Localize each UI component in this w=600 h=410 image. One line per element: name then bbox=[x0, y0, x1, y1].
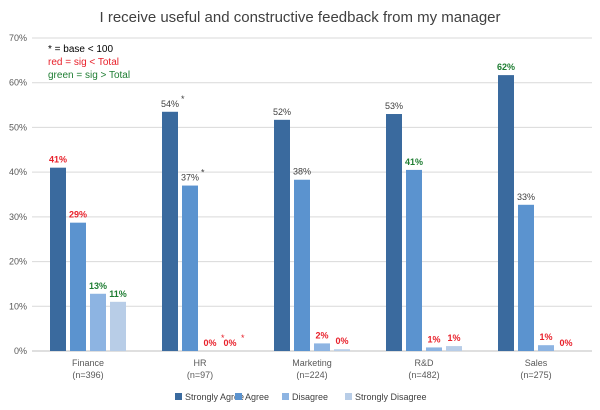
category-label: Finance bbox=[72, 358, 104, 368]
category-base: (n=482) bbox=[408, 370, 439, 380]
note-line: green = sig > Total bbox=[48, 70, 130, 81]
legend-swatch bbox=[175, 393, 182, 400]
category-base: (n=224) bbox=[296, 370, 327, 380]
bar-r-d-strongly-agree bbox=[386, 114, 402, 351]
y-tick-label: 0% bbox=[14, 346, 27, 356]
legend-item: Strongly Agree bbox=[185, 392, 244, 402]
category-base: (n=97) bbox=[187, 370, 213, 380]
base-star: * bbox=[201, 168, 205, 178]
data-label: 29% bbox=[69, 210, 87, 220]
bar-marketing-agree bbox=[294, 179, 310, 351]
y-tick-label: 60% bbox=[9, 78, 27, 88]
bar-finance-disagree bbox=[90, 293, 106, 351]
bar-hr-agree bbox=[182, 185, 198, 351]
base-star: * bbox=[221, 333, 225, 343]
category-label: HR bbox=[194, 358, 207, 368]
category-base: (n=396) bbox=[72, 370, 103, 380]
legend-swatch bbox=[282, 393, 289, 400]
base-star: * bbox=[241, 333, 245, 343]
note-line: * = base < 100 bbox=[48, 44, 113, 55]
chart-title: I receive useful and constructive feedba… bbox=[99, 9, 500, 26]
legend-item: Strongly Disagree bbox=[355, 392, 427, 402]
bar-finance-strongly-agree bbox=[50, 167, 66, 351]
data-label: 1% bbox=[539, 332, 552, 342]
bar-sales-disagree bbox=[538, 345, 554, 351]
data-label: 0% bbox=[203, 338, 216, 348]
data-labels: 41%29%13%11%54% *37% *0% *0% *52%38%2%0%53%4… bbox=[49, 62, 573, 348]
legend-item: Agree bbox=[245, 392, 269, 402]
y-axis: 0% 10% 20% 30% 40% 50% 60% 70% bbox=[9, 33, 27, 356]
y-tick-label: 10% bbox=[9, 301, 27, 311]
bar-r-d-agree bbox=[406, 169, 422, 351]
bar-r-d-disagree bbox=[426, 347, 442, 351]
bar-finance-strongly-disagree bbox=[110, 301, 126, 351]
significance-note: * = base < 100 red = sig < Total green = s… bbox=[48, 44, 130, 81]
y-tick-label: 70% bbox=[9, 33, 27, 43]
data-label: 1% bbox=[427, 334, 440, 344]
bar-r-d-strongly-disagree bbox=[446, 346, 462, 351]
bar-marketing-strongly-agree bbox=[274, 119, 290, 351]
bar-sales-agree bbox=[518, 204, 534, 351]
legend: Strongly Agree Agree Disagree Strongly Disa… bbox=[175, 392, 427, 402]
y-tick-label: 50% bbox=[9, 122, 27, 132]
category-base: (n=275) bbox=[520, 370, 551, 380]
data-label: 52% bbox=[273, 107, 291, 117]
bar-marketing-disagree bbox=[314, 343, 330, 351]
y-tick-label: 30% bbox=[9, 212, 27, 222]
data-label: 0% bbox=[223, 338, 236, 348]
data-label: 53% bbox=[385, 101, 403, 111]
data-label: 0% bbox=[335, 336, 348, 346]
y-tick-label: 20% bbox=[9, 257, 27, 267]
category-label: Sales bbox=[525, 358, 548, 368]
data-label: 33% bbox=[517, 192, 535, 202]
data-label: 41% bbox=[49, 155, 67, 165]
data-label: 54% bbox=[161, 99, 179, 109]
note-line: red = sig < Total bbox=[48, 57, 119, 68]
data-label: 0% bbox=[559, 338, 572, 348]
category-label: Marketing bbox=[292, 358, 332, 368]
data-label: 38% bbox=[293, 167, 311, 177]
data-label: 1% bbox=[447, 333, 460, 343]
data-label: 62% bbox=[497, 62, 515, 72]
data-label: 41% bbox=[405, 157, 423, 167]
bar-finance-agree bbox=[70, 222, 86, 351]
bars bbox=[50, 75, 554, 352]
data-label: 2% bbox=[315, 330, 328, 340]
data-label: 13% bbox=[89, 281, 107, 291]
bar-hr-strongly-agree bbox=[162, 111, 178, 352]
legend-swatch bbox=[345, 393, 352, 400]
bar-marketing-strongly-disagree bbox=[334, 349, 350, 351]
y-tick-label: 40% bbox=[9, 167, 27, 177]
data-label: 11% bbox=[109, 289, 127, 299]
base-star: * bbox=[181, 94, 185, 104]
legend-swatch bbox=[235, 393, 242, 400]
x-axis: Finance (n=396) HR (n=97) Marketing (n=224) R&… bbox=[72, 358, 552, 380]
legend-item: Disagree bbox=[292, 392, 328, 402]
category-label: R&D bbox=[414, 358, 434, 368]
bar-sales-strongly-agree bbox=[498, 75, 514, 351]
data-label: 37% bbox=[181, 173, 199, 183]
